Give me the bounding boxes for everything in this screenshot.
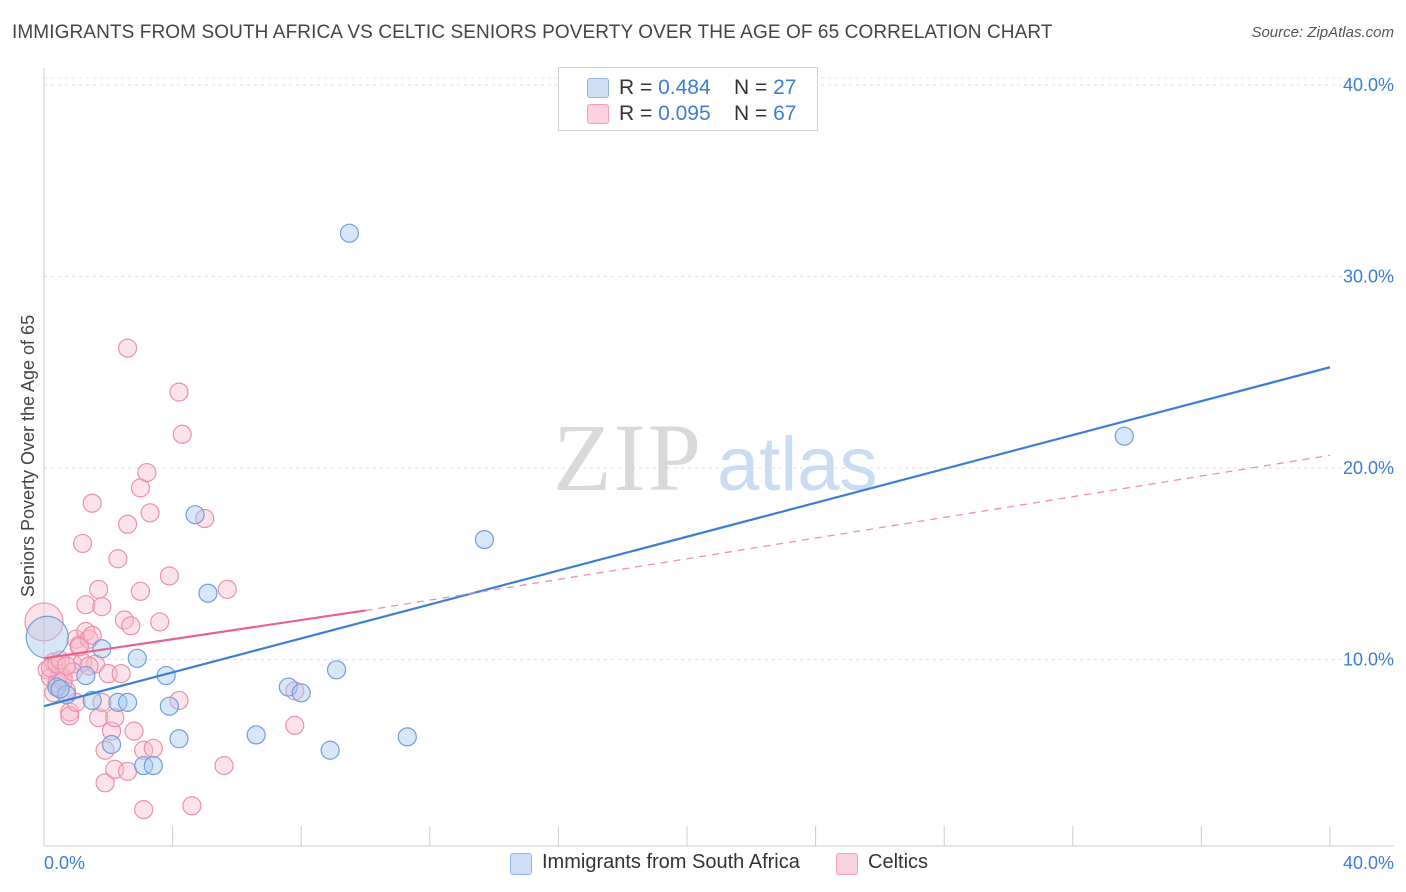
data-point-celtics [89,579,109,599]
data-point-south-africa [339,223,360,243]
data-point-celtics [82,493,102,513]
data-point-south-africa [117,692,138,712]
series-swatch-pink [836,853,858,875]
data-point-south-africa [108,692,128,712]
legend-r-label: R = [619,76,659,99]
data-point-celtics [76,595,96,615]
watermark: ZIP atlas [553,404,878,511]
data-point-celtics [285,715,305,735]
data-point-celtics [159,566,179,586]
data-point-south-africa [246,725,266,745]
series-label-south-africa: Immigrants from South Africa [542,851,800,873]
trend-layer [43,366,1331,708]
data-point-celtics [117,338,138,358]
data-point-south-africa [1114,426,1134,446]
data-point-south-africa [82,690,102,711]
data-point-celtics [195,508,215,529]
data-point-celtics [108,549,128,569]
data-point-celtics [117,514,138,534]
legend-swatch-blue [587,78,609,98]
legend-n-value: 67 [773,102,797,125]
data-point-celtics [214,755,234,776]
x-tick-label-min: 0.0% [44,853,85,873]
data-point-south-africa [320,740,340,760]
legend-n-label: N = [734,102,774,125]
data-point-celtics [169,382,189,402]
grid-layer [44,77,1394,660]
y-tick-label: 20.0% [1343,458,1394,478]
data-point-celtics [182,796,202,816]
data-point-south-africa [143,755,163,776]
legend-r-value: 0.484 [658,76,711,99]
data-point-celtics [130,581,151,601]
data-point-south-africa [127,648,147,668]
data-point-south-africa [198,583,218,603]
data-point-celtics [92,692,112,712]
legend-n-value: 27 [773,76,797,99]
legend-r-value: 0.095 [658,102,711,125]
watermark-atlas: atlas [717,422,878,507]
data-point-south-africa [326,660,347,680]
y-tick-label: 40.0% [1343,75,1394,95]
data-point-celtics [111,664,131,684]
data-point-celtics [137,462,157,483]
data-point-celtics [82,625,102,645]
data-point-celtics [72,533,93,554]
data-point-celtics [95,773,115,793]
data-point-celtics [143,738,163,758]
legend-r-label: R = [619,102,659,125]
data-point-celtics [169,690,189,711]
data-point-celtics [56,656,77,676]
data-point-south-africa [397,727,417,747]
chart-title: IMMIGRANTS FROM SOUTH AFRICA VS CELTIC S… [12,22,1053,43]
legend-n-label: N = [734,76,774,99]
data-point-south-africa [101,734,122,755]
points-layer [24,223,1134,820]
data-point-celtics [105,708,125,728]
source-label: Source: ZipAtlas.com [1251,24,1394,41]
data-point-south-africa [76,665,96,686]
data-point-celtics [24,602,64,642]
data-point-celtics [134,800,154,820]
correlation-legend: R = 0.484 N = 27 R = 0.095 N = 67 [558,67,818,131]
data-point-celtics [89,708,109,728]
data-point-celtics [117,761,138,781]
data-point-south-africa [291,683,311,703]
y-tick-label: 30.0% [1343,267,1394,287]
data-point-celtics [140,503,160,523]
series-label-celtics: Celtics [868,851,929,873]
trendline-celtics-extension [365,454,1331,612]
data-point-south-africa [185,505,205,525]
axis-layer: 10.0% 20.0% 30.0% 40.0% [43,68,1394,847]
y-tick-label: 10.0% [1343,650,1394,670]
data-point-south-africa [134,755,154,776]
data-point-celtics [124,721,144,741]
y-axis-label: Seniors Poverty Over the Age of 65 [18,315,38,597]
data-point-celtics [217,579,237,599]
data-point-celtics [134,740,154,760]
trendline-south-africa [43,366,1331,708]
data-point-south-africa [25,615,69,659]
trendline-celtics [43,609,366,660]
data-point-south-africa [159,696,179,716]
legend-swatch-pink [587,104,609,124]
data-point-celtics [150,612,170,632]
data-point-celtics [172,424,192,444]
data-point-south-africa [169,729,189,749]
data-point-celtics [121,616,141,636]
data-point-south-africa [474,529,495,550]
data-point-south-africa [47,677,67,697]
data-point-celtics [92,597,112,617]
watermark-zip: ZIP [553,404,703,511]
x-tick-label-max: 40.0% [1343,853,1394,873]
series-swatch-blue [510,853,532,875]
data-point-south-africa [50,679,70,699]
